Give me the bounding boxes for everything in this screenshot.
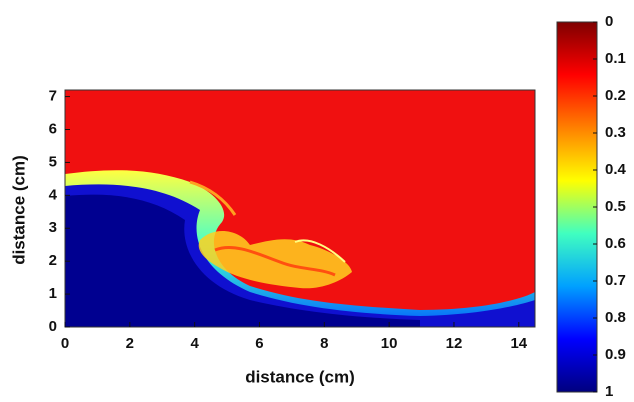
colorbar-tick-label: 0.5 [605,198,626,215]
x-tick-label: 6 [255,335,263,352]
x-tick-label: 12 [446,335,463,352]
x-axis-label: distance (cm) [245,367,355,386]
plot-frame [64,89,536,328]
colorbar-tick-label: 0.1 [605,50,626,67]
y-tick-label: 3 [49,219,57,236]
colorbar-tick-label: 0 [605,13,613,30]
colorbar-tick-label: 0.7 [605,272,626,289]
colorbar-tick-label: 0.3 [605,124,626,141]
y-tick-label: 5 [49,153,57,170]
field [65,90,535,327]
colorbar-tick-label: 0.8 [605,309,626,326]
y-axis-label: distance (cm) [9,155,28,265]
y-tick-label: 2 [49,252,57,269]
x-tick-label: 10 [381,335,398,352]
x-tick-label: 14 [510,335,527,352]
colorbar-tick-label: 0.9 [605,346,626,363]
y-tick-label: 6 [49,120,57,137]
y-tick-label: 7 [49,88,57,105]
x-tick-label: 0 [61,335,69,352]
y-tick-label: 4 [49,186,58,203]
y-tick-label: 0 [49,318,57,335]
x-tick-label: 8 [320,335,328,352]
x-tick-label: 4 [190,335,199,352]
colorbar-tick-label: 0.2 [605,87,626,104]
colorbar-tick-label: 0.6 [605,235,626,252]
x-tick-label: 2 [126,335,134,352]
colorbar [556,21,598,393]
colorbar-tick-label: 1 [605,383,613,400]
y-tick-label: 1 [49,285,57,302]
colorbar-tick-label: 0.4 [605,161,627,178]
